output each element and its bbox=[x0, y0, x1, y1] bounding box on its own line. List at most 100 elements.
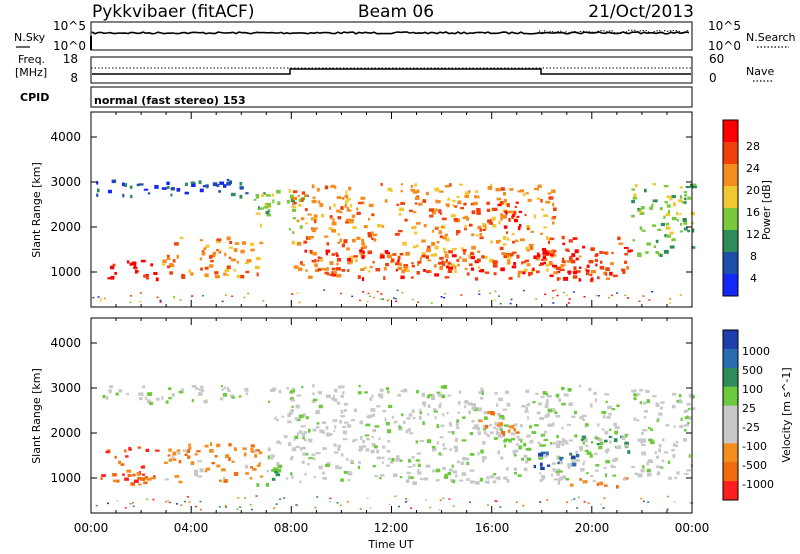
range-cell bbox=[254, 450, 257, 453]
range-cell bbox=[352, 439, 356, 443]
range-cell bbox=[651, 395, 657, 398]
range-cell bbox=[199, 500, 202, 503]
range-cell bbox=[617, 236, 621, 241]
range-cell bbox=[499, 246, 504, 251]
range-cell bbox=[107, 189, 112, 194]
range-cell bbox=[421, 239, 426, 243]
range-cell bbox=[296, 394, 302, 397]
range-cell bbox=[128, 446, 132, 449]
range-cell bbox=[219, 397, 224, 401]
range-cell bbox=[255, 449, 260, 452]
range-cell bbox=[637, 438, 643, 442]
range-cell bbox=[508, 254, 512, 259]
range-cell bbox=[666, 508, 669, 510]
range-cell bbox=[678, 394, 682, 398]
range-cell bbox=[322, 447, 327, 450]
range-cell bbox=[127, 474, 132, 477]
range-cell bbox=[683, 221, 688, 225]
range-cell bbox=[487, 219, 492, 223]
beam-title: Beam 06 bbox=[358, 2, 434, 22]
range-cell bbox=[300, 425, 306, 428]
range-cell bbox=[204, 266, 209, 270]
range-cell bbox=[216, 464, 221, 468]
range-cell bbox=[483, 411, 488, 415]
range-cell bbox=[556, 266, 561, 270]
range-cell bbox=[645, 390, 650, 393]
range-cell bbox=[547, 192, 552, 195]
power-ytick-4000: 4000 bbox=[50, 130, 81, 144]
range-cell bbox=[511, 424, 515, 429]
range-cell bbox=[646, 468, 651, 473]
range-cell bbox=[184, 453, 188, 456]
power-cb-tick-28: 28 bbox=[746, 140, 760, 153]
range-cell bbox=[453, 218, 458, 222]
range-cell bbox=[451, 479, 456, 484]
range-cell bbox=[471, 419, 475, 423]
range-cell bbox=[493, 272, 497, 276]
range-cell bbox=[437, 393, 443, 397]
range-cell bbox=[236, 274, 242, 279]
range-cell bbox=[673, 202, 676, 207]
range-cell bbox=[641, 229, 646, 232]
range-cell bbox=[514, 219, 518, 223]
range-cell bbox=[340, 206, 344, 210]
range-cell bbox=[574, 249, 579, 254]
range-cell bbox=[358, 201, 363, 205]
range-cell bbox=[600, 503, 602, 506]
range-cell bbox=[539, 462, 543, 467]
range-cell bbox=[395, 457, 401, 462]
power-ytick-3000: 3000 bbox=[50, 175, 81, 189]
range-cell bbox=[345, 218, 351, 223]
range-cell bbox=[631, 199, 635, 204]
range-cell bbox=[367, 292, 370, 295]
range-cell bbox=[497, 450, 500, 455]
range-cell bbox=[431, 211, 436, 215]
range-cell bbox=[309, 249, 313, 254]
range-cell bbox=[546, 499, 549, 501]
range-cell bbox=[463, 400, 469, 404]
range-cell bbox=[424, 499, 427, 501]
range-cell bbox=[225, 294, 227, 296]
range-cell bbox=[506, 402, 511, 407]
range-cell bbox=[227, 386, 230, 390]
range-cell bbox=[254, 454, 258, 458]
range-cell bbox=[122, 473, 125, 476]
range-cell bbox=[684, 428, 687, 432]
range-cell bbox=[159, 301, 162, 303]
range-cell bbox=[556, 444, 561, 448]
range-cell bbox=[660, 222, 665, 227]
range-cell bbox=[194, 453, 198, 456]
range-cell bbox=[552, 264, 557, 268]
range-cell bbox=[237, 497, 240, 499]
range-cell bbox=[423, 404, 426, 408]
range-cell bbox=[203, 399, 208, 404]
range-cell bbox=[168, 448, 172, 452]
range-cell bbox=[329, 215, 333, 218]
range-cell bbox=[130, 194, 133, 199]
velocity-ytick-3000: 3000 bbox=[50, 381, 81, 395]
range-cell bbox=[259, 475, 264, 478]
range-cell bbox=[107, 277, 111, 280]
colorbar-cell bbox=[723, 348, 738, 369]
range-cell bbox=[174, 475, 180, 478]
range-cell bbox=[511, 432, 516, 436]
range-cell bbox=[439, 499, 442, 501]
range-cell bbox=[242, 241, 247, 245]
range-cell bbox=[446, 411, 449, 415]
range-cell bbox=[502, 433, 505, 437]
range-cell bbox=[391, 415, 395, 419]
range-cell bbox=[166, 186, 170, 189]
range-cell bbox=[231, 396, 236, 399]
range-cell bbox=[582, 418, 585, 421]
range-cell bbox=[311, 400, 316, 403]
range-cell bbox=[231, 295, 234, 297]
range-cell bbox=[110, 265, 115, 270]
range-cell bbox=[356, 207, 359, 211]
range-cell bbox=[547, 250, 552, 253]
range-cell bbox=[397, 266, 403, 270]
range-cell bbox=[450, 214, 456, 218]
range-cell bbox=[525, 192, 529, 195]
range-cell bbox=[493, 299, 496, 301]
range-cell bbox=[595, 464, 600, 467]
range-cell bbox=[680, 222, 683, 226]
